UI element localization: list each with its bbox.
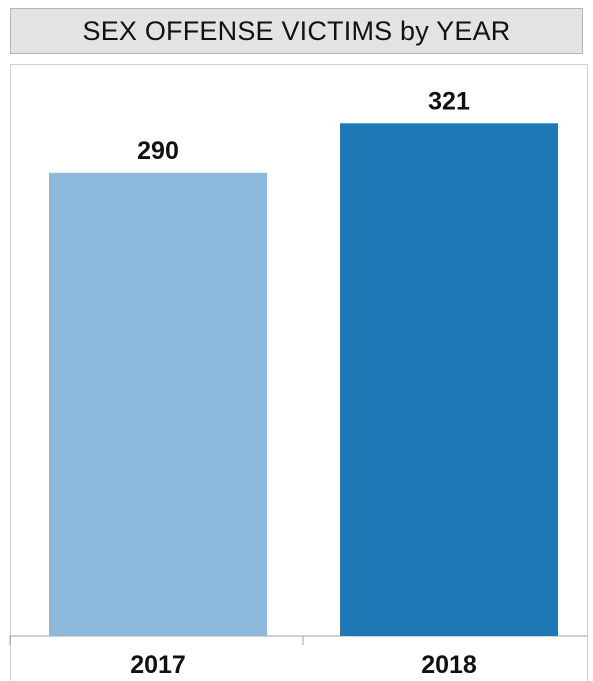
bar-2018 xyxy=(340,123,558,636)
data-label-2017: 290 xyxy=(137,137,179,165)
bar-2017 xyxy=(49,172,267,637)
labels-group: 290 2017 321 2018 xyxy=(130,87,477,679)
x-tick-label-2017: 2017 xyxy=(130,651,186,679)
chart-title: SEX OFFENSE VICTIMS by YEAR xyxy=(10,8,583,54)
chart-frame xyxy=(10,64,588,681)
bars-group xyxy=(49,123,558,637)
x-tick-label-2018: 2018 xyxy=(421,651,477,679)
data-label-2018: 321 xyxy=(428,87,470,115)
